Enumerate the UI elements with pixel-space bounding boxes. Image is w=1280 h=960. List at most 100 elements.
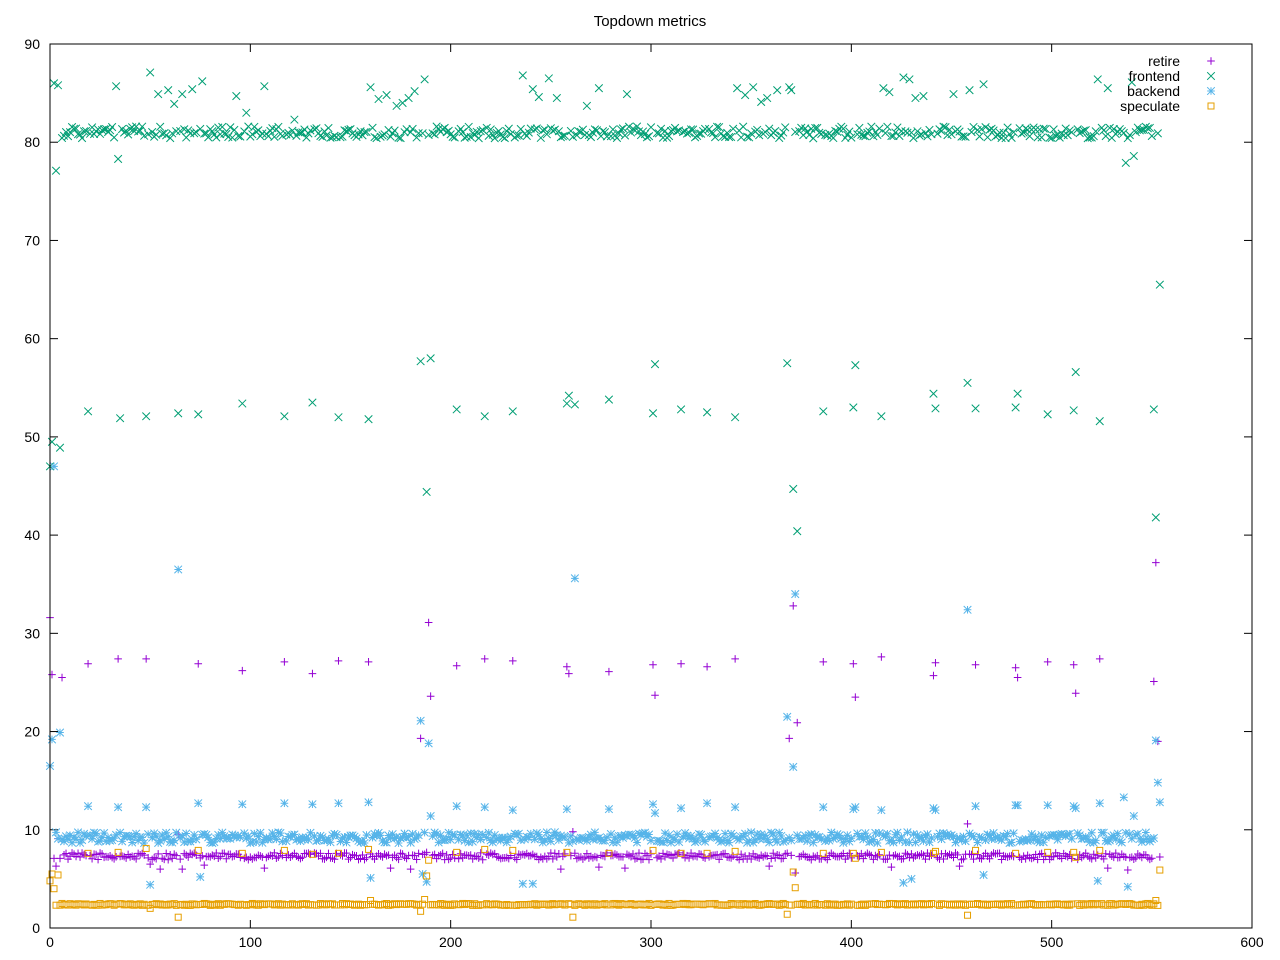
data-point: [647, 850, 655, 858]
data-point: [248, 837, 257, 847]
data-point: [1149, 405, 1158, 414]
data-point: [366, 873, 375, 883]
data-point: [228, 852, 237, 861]
data-point: [81, 831, 91, 841]
data-point: [1033, 133, 1042, 142]
data-point: [969, 122, 978, 132]
data-point: [422, 877, 431, 886]
data-point: [394, 838, 403, 848]
data-point: [123, 130, 133, 139]
data-point: [484, 828, 493, 837]
data-point: [1049, 852, 1058, 861]
data-point: [366, 83, 375, 92]
data-point: [454, 854, 463, 863]
data-point: [997, 133, 1006, 143]
data-point: [879, 84, 888, 93]
data-point: [336, 851, 345, 859]
data-point: [330, 855, 339, 864]
data-point: [969, 832, 978, 841]
data-point: [973, 838, 982, 847]
data-point: [80, 850, 88, 859]
data-point: [749, 83, 758, 92]
data-point: [1001, 832, 1010, 841]
data-point: [127, 838, 137, 847]
data-point: [845, 849, 854, 858]
data-point: [791, 589, 800, 599]
data-point: [47, 437, 57, 446]
data-point: [432, 829, 441, 839]
legend-marker: [1207, 102, 1215, 110]
data-point: [819, 407, 828, 416]
data-point: [434, 851, 443, 860]
data-point: [664, 830, 674, 840]
data-point: [981, 836, 990, 845]
data-point: [887, 863, 896, 871]
data-point: [376, 831, 385, 840]
data-point: [629, 850, 637, 858]
data-point: [847, 854, 856, 862]
data-point: [734, 835, 744, 845]
data-point: [1101, 836, 1110, 845]
data-point: [363, 901, 371, 909]
data-point: [502, 838, 511, 847]
data-point: [598, 126, 608, 136]
data-point: [730, 803, 740, 812]
data-point: [586, 132, 596, 142]
data-point: [1031, 125, 1040, 134]
data-point: [115, 828, 125, 837]
data-point: [669, 854, 677, 862]
data-point: [123, 831, 133, 841]
data-point: [430, 130, 439, 139]
data-point: [362, 830, 371, 840]
data-point: [743, 132, 752, 141]
data-point: [108, 853, 116, 862]
data-point: [771, 126, 780, 136]
data-point: [1146, 855, 1154, 864]
data-point: [268, 852, 277, 860]
data-point: [140, 838, 149, 848]
data-point: [1035, 838, 1044, 847]
data-point: [250, 829, 259, 838]
data-point: [474, 830, 483, 839]
data-point: [604, 804, 614, 814]
data-point: [651, 691, 659, 700]
data-point: [933, 853, 942, 862]
data-point: [763, 835, 772, 844]
data-point: [991, 833, 1000, 842]
data-point: [392, 832, 401, 842]
data-point: [907, 850, 916, 858]
data-point: [931, 659, 940, 667]
data-point: [322, 836, 331, 845]
data-point: [648, 409, 658, 418]
y-tick-label: 70: [24, 232, 40, 248]
data-point: [578, 833, 588, 843]
y-tick-label: 20: [24, 724, 40, 740]
data-point: [600, 836, 610, 845]
data-point: [1113, 829, 1122, 838]
data-point: [480, 803, 489, 812]
data-point: [356, 838, 365, 847]
data-point: [326, 838, 335, 847]
legend-label: retire: [1148, 53, 1180, 69]
x-tick-label: 600: [1240, 934, 1264, 950]
data-point: [767, 854, 775, 863]
data-point: [91, 829, 101, 838]
data-point: [835, 852, 844, 861]
data-point: [676, 804, 686, 813]
data-point: [476, 835, 485, 844]
data-point: [839, 838, 848, 848]
data-point: [1066, 901, 1074, 909]
data-point: [939, 855, 948, 863]
data-point: [961, 837, 970, 846]
data-point: [688, 125, 698, 134]
data-point: [977, 124, 986, 134]
data-point: [306, 828, 315, 837]
data-point: [849, 403, 858, 412]
data-point: [783, 910, 791, 918]
data-point: [218, 122, 227, 132]
data-point: [130, 853, 138, 861]
data-point: [653, 900, 661, 908]
data-point: [947, 130, 956, 139]
data-point: [855, 123, 864, 133]
data-point: [959, 855, 968, 863]
